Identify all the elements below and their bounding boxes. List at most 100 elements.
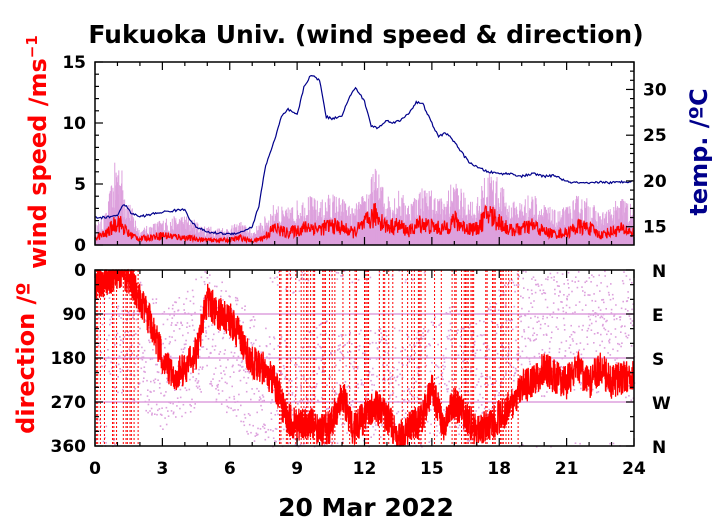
gust-direction-dot [97,336,99,338]
gust-direction-dot [566,298,568,301]
gust-direction-dot [243,424,246,427]
gust-direction-dot [186,322,189,324]
gust-direction-dot [230,407,232,410]
gust-direction-dot [121,310,123,312]
gust-direction-dot [615,304,617,306]
gust-direction-dot [628,315,631,317]
gust-direction-dot [619,316,622,318]
gust-direction-dot [414,442,416,445]
gust-direction-dot [302,346,304,349]
gust-direction-dot [310,398,313,401]
gust-direction-dot [524,345,527,348]
gust-direction-dot [630,322,632,324]
gust-direction-dot [435,364,437,366]
gust-direction-dot [444,383,446,385]
gust-direction-dot [522,270,525,273]
gust-direction-dot [199,348,201,351]
gust-direction-dot [205,330,207,332]
gust-direction-dot [468,394,470,396]
gust-direction-dot [589,318,591,321]
gust-direction-dot [483,320,485,323]
gust-direction-dot [233,398,236,400]
gust-direction-dot [233,395,235,398]
gust-direction-dot [552,311,555,314]
gust-direction-dot [453,419,455,421]
gust-direction-dot [528,357,531,360]
gust-direction-dot [195,385,198,388]
gust-direction-dot [524,337,526,340]
gust-direction-dot [429,370,432,373]
gust-direction-dot [239,364,242,367]
gust-direction-dot [279,343,281,345]
gust-direction-dot [149,358,152,361]
gust-direction-dot [490,309,492,311]
gust-direction-dot [403,416,406,419]
gust-direction-dot [144,320,147,322]
gust-direction-dot [609,442,611,445]
gust-direction-dot [534,339,536,341]
gust-direction-dot [491,407,493,410]
gust-direction-dot [527,313,529,315]
gust-direction-dot [131,398,134,401]
gust-direction-dot [430,321,433,324]
gust-direction-dot [428,343,431,345]
gust-direction-dot [390,394,392,396]
gust-direction-dot [123,358,125,361]
gust-direction-dot [457,329,459,331]
gust-direction-dot [441,375,443,378]
gust-direction-dot [253,393,256,395]
gust-direction-dot [396,412,398,415]
gust-direction-dot [173,314,175,317]
temperature-axis-label: temp. /ºC [685,88,713,215]
gust-direction-dot [193,407,196,409]
gust-direction-dot [231,385,233,388]
gust-direction-dot [530,302,532,304]
gust-direction-dot [586,330,589,332]
gust-direction-dot [594,300,597,302]
gust-direction-dot [517,359,519,362]
gust-direction-dot [376,347,379,349]
gust-direction-dot [603,301,605,304]
gust-direction-dot [473,344,476,346]
gust-direction-dot [202,366,204,368]
gust-direction-dot [443,409,445,411]
gust-direction-dot [217,383,219,386]
gust-direction-dot [515,339,517,342]
gust-direction-dot [290,385,293,388]
gust-direction-dot [340,334,343,336]
gust-direction-dot [614,336,617,338]
gust-direction-dot [447,313,449,315]
gust-direction-dot [482,411,484,414]
gust-direction-dot [301,277,303,279]
gust-direction-dot [597,314,599,316]
gust-direction-dot [284,376,287,378]
gust-direction-dot [585,280,588,282]
gust-direction-dot [244,305,246,307]
gust-direction-dot [383,379,386,382]
gust-direction-dot [309,385,311,388]
gust-direction-dot [130,372,132,375]
gust-direction-dot [276,276,278,278]
gust-direction-dot [341,423,343,426]
gust-direction-dot [317,401,320,403]
gust-direction-dot [434,316,436,318]
gust-direction-dot [149,410,151,412]
gust-direction-dot [229,295,231,298]
gust-direction-dot [295,390,298,392]
gust-direction-dot [494,396,496,398]
gust-direction-dot [207,338,210,340]
gust-direction-dot [282,437,285,440]
gust-direction-dot [171,317,174,319]
gust-direction-dot [216,384,218,387]
gust-direction-dot [173,310,176,313]
gust-direction-dot [302,278,304,281]
gust-direction-dot [215,398,218,401]
gust-direction-dot [502,348,504,351]
gust-direction-dot [335,271,338,274]
date-label: 20 Mar 2022 [278,493,454,522]
gust-direction-dot [259,358,261,361]
gust-direction-dot [211,345,214,348]
gust-direction-dot [277,413,279,416]
gust-direction-dot [470,367,472,370]
gust-direction-dot [537,285,540,287]
